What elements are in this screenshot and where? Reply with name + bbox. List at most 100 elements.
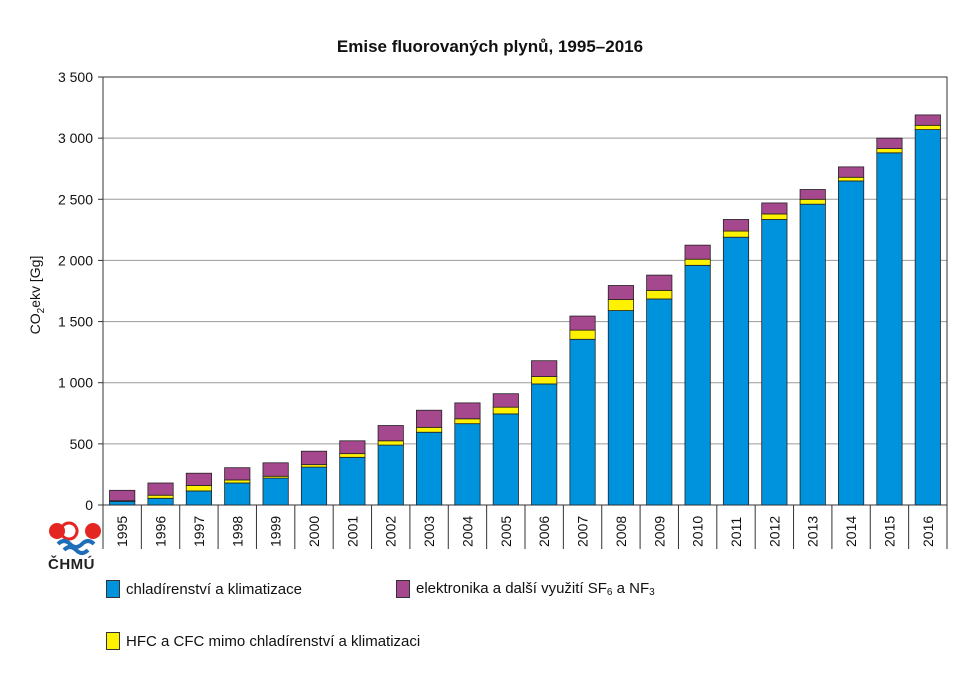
y-axis-label: CO2ekv [Gg] — [27, 256, 47, 335]
bar-cooling-2008 — [607, 310, 634, 506]
bar-hfc-2004 — [454, 418, 481, 425]
bar-hfc-1998 — [224, 479, 251, 484]
bar-cooling-2015 — [876, 152, 903, 506]
bar-electronics-2012 — [761, 202, 788, 215]
bar-hfc-2009 — [646, 289, 673, 300]
x-tick-label: 1996 — [153, 516, 169, 547]
bar-hfc-2012 — [761, 213, 788, 220]
bar-hfc-2010 — [684, 258, 711, 266]
y-tick-label: 1 500 — [58, 314, 93, 330]
legend-label-hfc: HFC a CFC mimo chladírenství a klimatiza… — [126, 632, 421, 650]
bar-electronics-2011 — [722, 219, 750, 232]
bar-electronics-2015 — [876, 137, 903, 149]
x-tick-label: 2003 — [421, 516, 437, 547]
bar-cooling-2009 — [646, 298, 673, 506]
bar-cooling-1995 — [109, 500, 136, 506]
legend-label-electronics: elektronika a další využití SF6 a NF3 — [416, 580, 655, 598]
y-tick-label: 1 000 — [58, 375, 93, 391]
x-tick-label: 2012 — [766, 516, 782, 547]
bar-cooling-2013 — [799, 203, 826, 506]
bar-electronics-2014 — [838, 166, 865, 178]
bar-electronics-2006 — [531, 360, 558, 377]
logo-text: ČHMÚ — [48, 556, 95, 573]
bar-electronics-2009 — [646, 274, 673, 291]
bar-cooling-2007 — [569, 338, 596, 506]
bar-hfc-2016 — [914, 124, 941, 130]
bar-cooling-2011 — [722, 236, 750, 506]
bar-hfc-2002 — [377, 440, 404, 446]
bar-hfc-1997 — [185, 485, 212, 492]
x-tick-label: 2005 — [498, 516, 514, 547]
x-tick-label: 2001 — [344, 516, 360, 547]
y-tick-label: 2 000 — [58, 252, 93, 268]
bar-hfc-2008 — [607, 299, 634, 311]
x-tick-label: 2014 — [843, 516, 859, 547]
bar-electronics-2016 — [914, 114, 941, 126]
bar-hfc-2014 — [838, 176, 865, 182]
bar-cooling-1998 — [224, 482, 251, 506]
chart-title: Emise fluorovaných plynů, 1995–2016 — [337, 37, 643, 56]
bar-electronics-1996 — [147, 482, 174, 496]
bar-cooling-1996 — [147, 497, 174, 506]
x-tick-label: 2004 — [459, 516, 475, 547]
y-tick-label: 0 — [85, 497, 93, 513]
bar-hfc-2007 — [569, 329, 596, 340]
bar-cooling-2004 — [454, 423, 481, 506]
x-tick-label: 2016 — [920, 516, 936, 547]
bar-electronics-2010 — [684, 244, 711, 260]
x-tick-label: 2015 — [881, 516, 897, 547]
bar-electronics-1995 — [109, 489, 136, 502]
x-tick-label: 2007 — [575, 516, 591, 547]
bar-cooling-2001 — [339, 456, 366, 506]
bar-electronics-2002 — [377, 425, 404, 442]
x-tick-label: 2010 — [690, 516, 706, 547]
x-tick-label: 2009 — [651, 516, 667, 547]
bar-electronics-2001 — [339, 440, 366, 455]
bar-cooling-2006 — [531, 383, 558, 506]
bar-cooling-2016 — [914, 129, 941, 506]
bar-cooling-2005 — [492, 413, 519, 506]
x-tick-label: 1998 — [229, 516, 245, 547]
bar-electronics-1997 — [185, 472, 212, 486]
bar-electronics-2003 — [416, 409, 443, 428]
bar-electronics-2004 — [454, 402, 481, 420]
bar-electronics-2008 — [607, 285, 634, 300]
bar-electronics-2005 — [492, 393, 519, 408]
legend-item-electronics: elektronika a další využití SF6 a NF3 — [396, 580, 655, 598]
bar-cooling-1999 — [262, 477, 289, 506]
bars-layer — [109, 114, 941, 506]
x-tick-label: 2011 — [728, 517, 744, 547]
x-tick-label: 2002 — [383, 516, 399, 547]
legend-swatch-hfc — [106, 632, 120, 650]
x-tick-label: 1995 — [114, 516, 130, 547]
bar-hfc-2015 — [876, 148, 903, 154]
bar-electronics-2000 — [300, 450, 328, 466]
bar-hfc-2011 — [722, 230, 750, 238]
bar-cooling-2000 — [300, 466, 328, 506]
bar-hfc-2013 — [799, 198, 826, 205]
x-tick-label: 2006 — [536, 516, 552, 547]
legend-swatch-electronics — [396, 580, 410, 598]
y-tick-label: 3 000 — [58, 130, 93, 146]
bar-cooling-1997 — [185, 490, 212, 506]
bar-cooling-2002 — [377, 444, 404, 506]
bar-hfc-2001 — [339, 453, 366, 458]
x-tick-label: 2008 — [613, 516, 629, 547]
bar-electronics-2007 — [569, 315, 596, 331]
y-tick-labels: 0 500 1 000 1 500 2 000 2 500 3 000 3 500 — [58, 69, 93, 513]
legend-item-hfc: HFC a CFC mimo chladírenství a klimatiza… — [106, 632, 420, 650]
bar-electronics-2013 — [799, 189, 826, 200]
bar-cooling-2003 — [416, 431, 443, 506]
y-tick-label: 2 500 — [58, 191, 93, 207]
y-tick-label: 3 500 — [58, 69, 93, 85]
bar-hfc-2005 — [492, 406, 519, 415]
x-tick-label: 1997 — [191, 516, 207, 547]
legend-label-cooling: chladírenství a klimatizace — [126, 580, 302, 598]
legend-swatch-cooling — [106, 580, 120, 598]
y-tick-label: 500 — [70, 436, 94, 452]
bar-cooling-2012 — [761, 219, 788, 506]
bar-hfc-2003 — [416, 426, 443, 433]
bar-hfc-1996 — [147, 494, 174, 499]
bar-cooling-2010 — [684, 264, 711, 506]
